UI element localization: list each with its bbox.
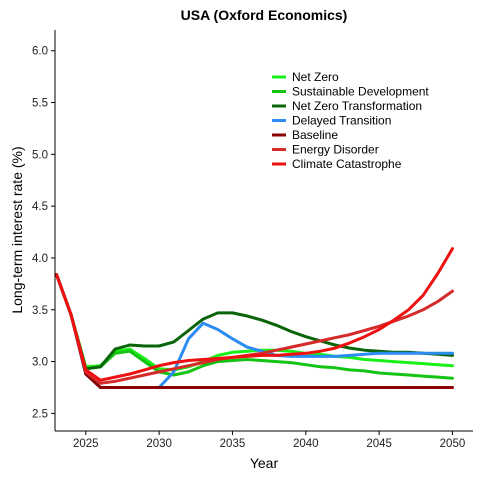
x-tick-label: 2050 [440, 438, 466, 450]
y-tick-label: 4.5 [32, 201, 48, 213]
y-tick-label: 5.5 [32, 98, 48, 110]
series-line-baseline [55, 273, 454, 389]
legend-item: Baseline [272, 128, 338, 142]
x-tick-label: 2045 [366, 438, 392, 450]
y-tick-label: 6.0 [32, 46, 48, 58]
series-line-energy-disorder [55, 273, 454, 385]
y-tick-label: 3.5 [32, 305, 48, 317]
chart-title: USA (Oxford Economics) [181, 7, 348, 23]
plot-area [55, 247, 454, 389]
x-tick-label: 2040 [293, 438, 319, 450]
y-tick-label: 3.0 [32, 357, 48, 369]
legend-label: Baseline [292, 128, 338, 142]
legend-item: Sustainable Development [272, 85, 429, 99]
series-line-delayed-transition [55, 273, 454, 389]
x-tick-label: 2035 [220, 438, 246, 450]
legend-label: Sustainable Development [292, 85, 429, 99]
legend-label: Net Zero Transformation [292, 99, 422, 113]
legend-item: Energy Disorder [272, 143, 379, 157]
series-line-climate-catastrophe [55, 247, 454, 382]
legend-item: Delayed Transition [272, 114, 391, 128]
x-tick-label: 2030 [146, 438, 172, 450]
series-line-sustainable-development [55, 273, 454, 380]
y-tick-label: 4.0 [32, 253, 48, 265]
legend-item: Climate Catastrophe [272, 157, 402, 171]
y-tick-label: 5.0 [32, 149, 48, 161]
y-axis-title: Long-term interest rate (%) [9, 146, 25, 313]
legend-label: Net Zero [292, 70, 339, 84]
y-axis-ticks: 2.5 3.0 3.5 4.0 4.5 5.0 5.5 6.0 [32, 46, 55, 420]
y-tick-label: 2.5 [32, 408, 48, 420]
legend-item: Net Zero Transformation [272, 99, 422, 113]
legend-label: Energy Disorder [292, 143, 379, 157]
series-line-net-zero-transformation [55, 273, 454, 371]
x-tick-label: 2025 [73, 438, 99, 450]
legend-label: Climate Catastrophe [292, 157, 402, 171]
x-axis-ticks: 2025 2030 2035 2040 2045 2050 [73, 431, 465, 450]
legend-label: Delayed Transition [292, 114, 391, 128]
x-axis-title: Year [250, 455, 279, 471]
legend-item: Net Zero [272, 70, 339, 84]
